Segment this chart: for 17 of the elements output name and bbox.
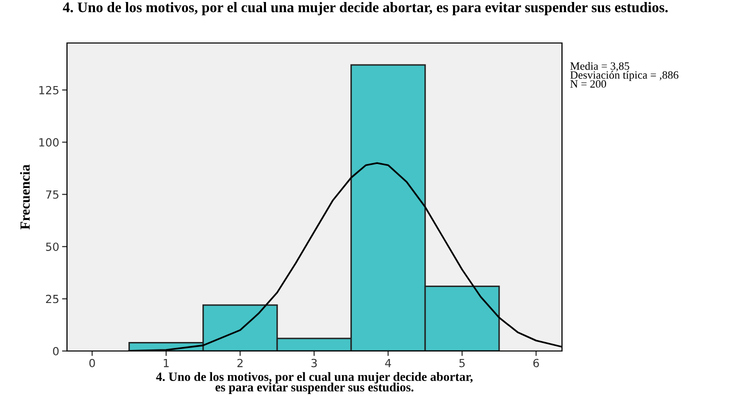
x-tick-label: 1 [164, 358, 169, 368]
y-tick-label: 100 [39, 138, 59, 147]
x-tick-label: 2 [237, 358, 243, 368]
x-tick-label: 3 [311, 358, 317, 368]
x-axis-title: 4. Uno de los motivos, por el cual una mujer decide abortar, es para evitar suspender sus estudios. [156, 372, 473, 394]
x-tick-label: 0 [89, 358, 95, 368]
y-axis-title: Frecuencia [20, 164, 30, 230]
y-tick-label: 75 [46, 190, 58, 199]
y-tick-label: 0 [53, 346, 59, 356]
x-tick-label: 5 [459, 358, 465, 368]
x-tick-label: 6 [533, 358, 539, 368]
chart-title: 4. Uno de los motivos, por el cual una mujer decide abortar, es para evitar suspender sus estudios. [62, 2, 668, 16]
x-tick-label: 4 [385, 358, 392, 368]
text: Media = 3,85 Desviación típica = ,886 N = 200 [570, 62, 678, 88]
y-tick-label: 50 [46, 242, 59, 251]
y-tick-label: 125 [39, 86, 58, 94]
y-tick-label: 25 [46, 294, 58, 304]
